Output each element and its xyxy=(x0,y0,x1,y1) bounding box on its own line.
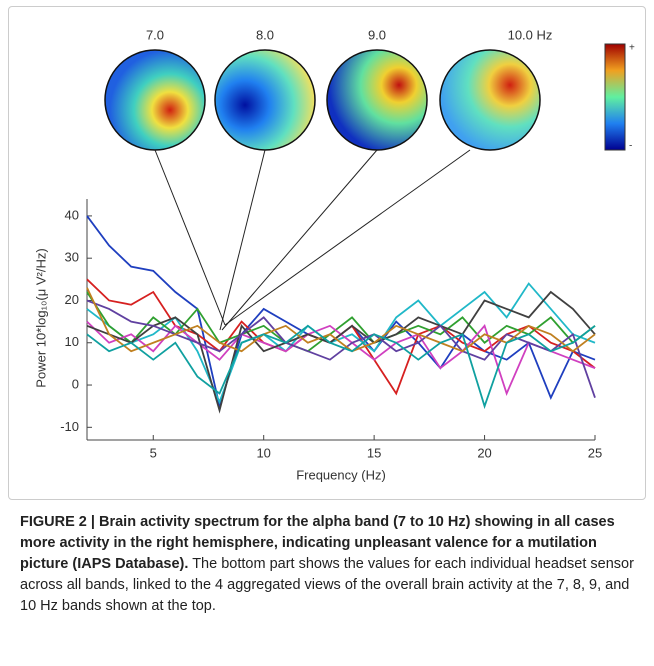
series-line xyxy=(86,290,596,414)
series-line xyxy=(86,291,596,353)
map-label: 10.0 Hz xyxy=(508,27,553,42)
colorbar-label: - xyxy=(629,141,632,152)
y-tick-label: 20 xyxy=(65,292,79,307)
topomap xyxy=(104,49,206,151)
x-tick-label: 25 xyxy=(588,445,602,460)
series-line xyxy=(86,299,596,399)
figure: 7.0 8.0 9.0 10.0 Hz + - Power 10*log₁₀(μ… xyxy=(33,27,635,482)
y-tick-label: 10 xyxy=(65,334,79,349)
caption-bold: FIGURE 2 | Brain activity spectrum for t… xyxy=(20,514,615,572)
connector xyxy=(224,149,471,326)
connector xyxy=(221,149,378,331)
topomap xyxy=(326,49,428,151)
x-tick-label: 5 xyxy=(150,445,157,460)
colorbar-label: + xyxy=(629,43,635,54)
connector xyxy=(219,149,266,331)
caption-text: The bottom part shows the values for eac… xyxy=(20,556,634,614)
x-axis-label: Frequency (Hz) xyxy=(296,467,386,482)
connector xyxy=(154,149,226,326)
topomap xyxy=(439,49,541,151)
y-axis-label: Power 10*log₁₀(μ V²/Hz) xyxy=(33,248,48,387)
topomap xyxy=(214,49,316,151)
y-tick-label: 40 xyxy=(65,207,79,222)
series-line xyxy=(86,215,596,410)
map-label: 7.0 xyxy=(146,27,164,42)
series-line xyxy=(86,278,596,396)
y-tick-label: -10 xyxy=(60,419,79,434)
x-tick-label: 10 xyxy=(256,445,270,460)
y-tick-label: 30 xyxy=(65,250,79,265)
figure-frame xyxy=(8,6,646,500)
map-label: 8.0 xyxy=(256,27,274,42)
series-line xyxy=(86,282,596,405)
x-tick-label: 15 xyxy=(367,445,381,460)
x-tick-label: 20 xyxy=(477,445,491,460)
series-line xyxy=(86,287,596,353)
map-label: 9.0 xyxy=(368,27,386,42)
colorbar xyxy=(604,43,626,151)
caption: FIGURE 2 | Brain activity spectrum for t… xyxy=(20,512,640,617)
topomaps xyxy=(104,49,541,151)
series-line xyxy=(86,324,596,410)
y-tick-label: 0 xyxy=(72,376,79,391)
connectors xyxy=(154,149,471,331)
